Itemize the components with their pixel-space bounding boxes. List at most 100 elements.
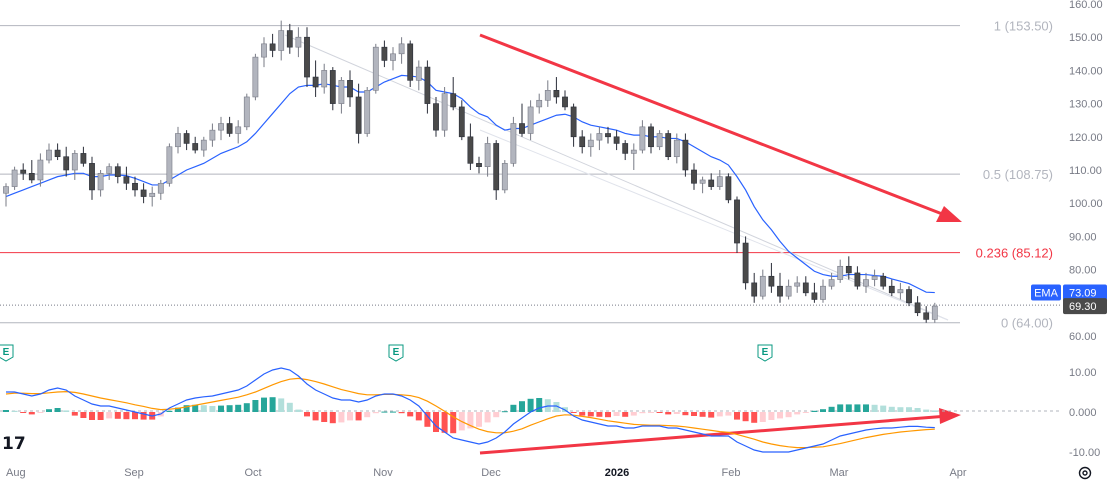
macd-histogram-bar [828,406,835,412]
macd-histogram-bar [11,410,18,412]
time-axis-label: Apr [949,467,966,479]
candle [20,163,27,180]
candle [467,123,474,170]
macd-histogram-bar [476,412,482,427]
candle-body [501,163,508,191]
macd-histogram-bar [553,402,560,412]
candle [708,173,715,190]
candle [519,103,525,137]
candle-body [381,46,388,61]
earnings-badge [388,344,404,362]
candle-body [828,279,835,287]
macd-histogram-bar [837,404,844,412]
candle-body [175,133,181,148]
fib-level-label: 0 (64.00) [1001,316,1053,331]
candle [80,146,87,167]
price-axis: 160.00 150.00 140.00 130.00 120.00 110.00 100.… [1069,0,1103,459]
price-tick-label: 160.00 [1069,0,1103,11]
candle-body [906,289,912,304]
candle-body [579,136,586,148]
macd-divergence-arrow-head [939,408,961,424]
macd-histogram-bar [845,404,852,412]
candle [734,196,740,253]
macd-histogram-bar [682,412,689,416]
macd-histogram-bar [777,412,783,419]
candle-body [725,176,732,201]
candle [235,120,242,144]
macd-histogram-bar [200,405,207,412]
macd-histogram-bar [708,412,715,418]
candle-body [63,156,70,171]
macd-histogram-bar [97,412,104,420]
candle [200,136,207,157]
candle-body [536,99,543,108]
candle [596,126,603,151]
candle [390,47,396,71]
earnings-badge [0,344,14,362]
candle [880,272,887,290]
candle-body [673,139,680,158]
candle [261,37,267,68]
macd-histogram-bar [510,404,517,412]
candle-body [734,199,740,244]
candle [329,67,336,111]
price-tick-label: 150.00 [1069,32,1103,44]
macd-histogram-bar [785,412,792,418]
candle [794,276,801,293]
candle [536,93,543,114]
macd-histogram-bar [89,412,95,420]
candle-body [166,146,173,184]
candle [587,133,594,157]
price-tick-label: 130.00 [1069,99,1103,111]
candle [407,40,414,87]
candle-body [123,176,130,184]
candle [97,170,104,197]
candle-body [768,275,775,287]
candle-body [200,139,207,151]
macd-histogram-bar [734,412,740,420]
candle-body [716,176,723,187]
candle [673,133,680,164]
ema-tag-value: 73.09 [1069,288,1097,300]
candle-body [89,163,95,191]
macd-pane [0,367,1060,453]
macd-histogram-bar [261,397,267,412]
macd-histogram-bar [441,412,448,433]
candle-body [450,93,457,108]
ema-tag-name: EMA [1034,288,1059,300]
candle [123,166,130,190]
candle [777,272,783,303]
macd-histogram-bar [80,412,87,418]
candle-body [252,56,259,98]
candle-body [458,106,465,138]
candle [304,27,310,87]
candle-body [553,90,560,98]
macd-histogram-bar [863,404,869,412]
macd-histogram-bar [312,412,319,421]
settings-icon[interactable] [1078,466,1092,480]
candle [295,27,302,58]
earnings-label: E [3,347,10,358]
last-price-value: 69.30 [1069,301,1097,313]
macd-histogram-bar [639,412,646,414]
candle-body [708,179,715,187]
candle [106,163,113,180]
candle [682,133,689,177]
candle-body [742,242,749,284]
macd-line [6,367,935,453]
candle [562,90,568,111]
candle [424,60,431,114]
candle [286,23,293,54]
candle-body [441,93,448,131]
candle-body [897,289,904,294]
candle-body [433,103,439,131]
candlesticks [3,20,938,323]
candle [630,143,637,170]
candle [321,63,328,94]
candle-body [751,282,758,297]
candle [768,262,775,293]
time-axis-label: Mar [830,467,849,479]
macd-histogram-bar [252,400,259,412]
